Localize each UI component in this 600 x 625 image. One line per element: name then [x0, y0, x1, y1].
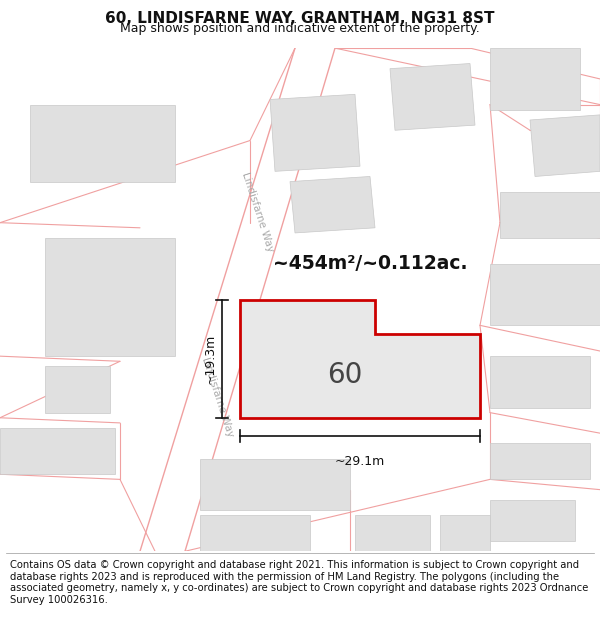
Polygon shape: [355, 516, 430, 551]
Polygon shape: [530, 115, 600, 176]
Text: Contains OS data © Crown copyright and database right 2021. This information is : Contains OS data © Crown copyright and d…: [10, 560, 589, 605]
Polygon shape: [290, 176, 375, 233]
Polygon shape: [270, 94, 360, 171]
Text: Lindisfarne Way: Lindisfarne Way: [241, 171, 275, 254]
Polygon shape: [490, 48, 580, 110]
Polygon shape: [390, 64, 475, 130]
Text: ~454m²/~0.112ac.: ~454m²/~0.112ac.: [273, 254, 467, 273]
Polygon shape: [200, 459, 350, 510]
Polygon shape: [45, 238, 175, 356]
Text: ~29.1m: ~29.1m: [335, 455, 385, 468]
Text: Map shows position and indicative extent of the property.: Map shows position and indicative extent…: [120, 22, 480, 34]
Text: 60: 60: [328, 361, 362, 389]
Polygon shape: [440, 516, 490, 551]
Polygon shape: [240, 299, 480, 418]
Polygon shape: [30, 104, 175, 182]
Polygon shape: [490, 444, 590, 479]
Polygon shape: [45, 366, 110, 413]
Text: ~19.3m: ~19.3m: [203, 334, 217, 384]
Text: 60, LINDISFARNE WAY, GRANTHAM, NG31 8ST: 60, LINDISFARNE WAY, GRANTHAM, NG31 8ST: [105, 11, 495, 26]
Polygon shape: [490, 264, 600, 326]
Polygon shape: [490, 356, 590, 408]
Polygon shape: [200, 516, 310, 551]
Polygon shape: [0, 428, 115, 474]
Text: Lindisfarne Way: Lindisfarne Way: [200, 356, 236, 438]
Polygon shape: [490, 500, 575, 541]
Polygon shape: [500, 192, 600, 238]
